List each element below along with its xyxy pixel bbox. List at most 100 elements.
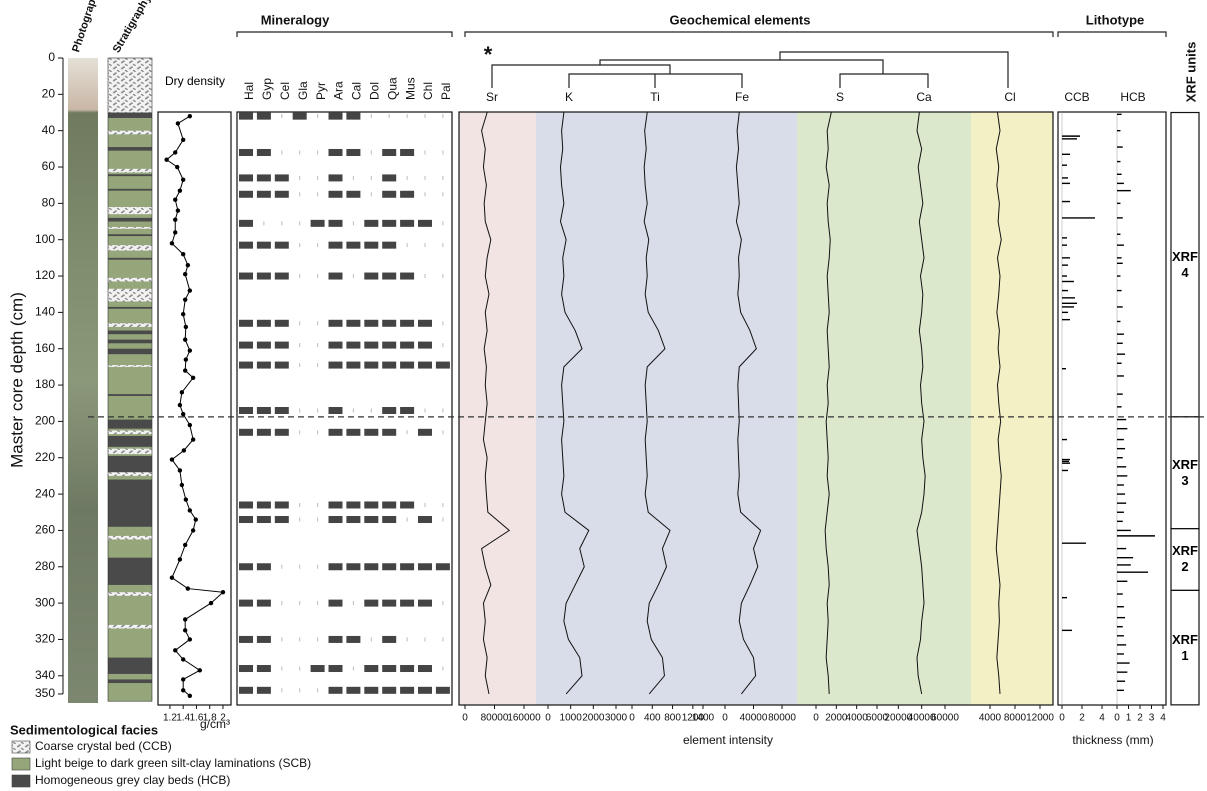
element-label: Ca — [916, 90, 932, 104]
density-point — [208, 600, 214, 606]
legend-swatch — [11, 774, 31, 788]
facies-interval — [108, 257, 152, 260]
density-point — [169, 575, 175, 580]
mineral-present — [310, 219, 325, 227]
mineral-present — [346, 563, 361, 571]
facies-interval — [108, 679, 152, 684]
legend-label: Homogeneous grey clay beds (HCB) — [35, 773, 230, 787]
x-tick-label: 2000 — [825, 713, 848, 724]
density-point — [187, 348, 193, 353]
facies-interval — [108, 188, 152, 191]
mineral-present — [328, 665, 343, 673]
mineral-present — [274, 428, 289, 436]
mineral-present — [256, 361, 271, 369]
mineral-present — [364, 599, 379, 607]
column-label: Stratigraphy — [111, 0, 154, 55]
mineral-label: Pyr — [314, 82, 328, 100]
legend-swatch — [11, 740, 31, 754]
mineral-present — [382, 341, 397, 349]
mineral-present — [346, 112, 361, 120]
panel-title: Geochemical elements — [670, 12, 811, 27]
facies-interval — [108, 168, 152, 173]
mineral-present — [239, 361, 253, 369]
facies-interval — [108, 245, 152, 251]
density-point — [197, 668, 202, 673]
x-tick-label: 4000 — [846, 713, 869, 724]
x-tick-label: 8000 — [1004, 713, 1027, 724]
mineral-present — [400, 190, 415, 198]
mineral-present — [400, 148, 415, 156]
mineral-present — [239, 501, 253, 509]
mineral-present — [239, 112, 253, 120]
density-point — [179, 482, 185, 488]
density-point — [182, 628, 188, 633]
x-tick-label: 0 — [629, 713, 635, 724]
mineral-present — [239, 190, 253, 198]
mineral-present — [400, 501, 415, 509]
mineral-present — [400, 361, 415, 369]
mineral-present — [346, 686, 361, 694]
mineral-present — [328, 361, 343, 369]
mineral-present — [256, 665, 271, 673]
xrf-unit — [1170, 589, 1200, 706]
mineral-present — [382, 190, 397, 198]
facies-interval — [108, 323, 152, 327]
x-tick-label: 1.4 — [176, 713, 190, 724]
facies-interval — [108, 624, 152, 629]
x-tick-label: 1400 — [692, 713, 715, 724]
mineral-present — [274, 190, 289, 198]
x-tick-label: 0 — [1114, 713, 1120, 724]
mineral-present — [328, 319, 343, 327]
band — [797, 112, 971, 705]
mineral-present — [274, 241, 289, 249]
mineral-present — [382, 219, 397, 227]
mineral-present — [346, 190, 361, 198]
mineral-present — [239, 148, 253, 156]
mineral-label: Ara — [332, 81, 346, 100]
density-point — [177, 557, 183, 562]
mineral-present — [256, 190, 271, 198]
density-point — [182, 337, 188, 342]
density-point — [193, 517, 198, 522]
y-tick-label: 350 — [35, 686, 55, 700]
facies-interval — [108, 472, 152, 476]
facies-interval — [108, 174, 152, 177]
facies-interval — [108, 455, 152, 473]
legend-title: Sedimentological facies — [10, 722, 158, 737]
mineral-present — [400, 665, 415, 673]
band — [971, 112, 1053, 705]
density-point — [175, 121, 181, 126]
legend-label: Coarse crystal bed (CCB) — [35, 739, 172, 753]
mineral-present — [328, 635, 343, 643]
density-point — [173, 230, 178, 235]
element-label: Cl — [1004, 90, 1015, 104]
mineral-present — [364, 241, 379, 249]
x-axis-title: g/cm³ — [200, 717, 230, 731]
panel-title: Dry density — [164, 74, 226, 88]
density-point — [190, 437, 196, 442]
mineral-present — [274, 361, 289, 369]
y-tick-label: 0 — [48, 50, 55, 64]
density-point — [173, 197, 178, 202]
lithotype-label: HCB — [1120, 90, 1145, 104]
legend-swatch — [11, 757, 31, 771]
x-tick-label: 4 — [1160, 713, 1166, 724]
facies-interval — [108, 217, 152, 222]
density-point — [183, 324, 189, 330]
mineral-present — [400, 686, 415, 694]
lithotype-label: CCB — [1064, 90, 1089, 104]
facies-interval — [108, 130, 152, 135]
mineral-present — [346, 148, 361, 156]
density-point — [190, 528, 196, 533]
mineral-present — [328, 686, 343, 694]
mineral-present — [328, 428, 343, 436]
column-label: Photograph — [70, 0, 101, 54]
element-label: S — [836, 90, 844, 104]
density-point — [179, 390, 185, 395]
mineral-present — [274, 516, 289, 524]
x-tick-label: 1200 — [682, 713, 705, 724]
mineral-present — [256, 148, 271, 156]
facies-interval — [108, 234, 152, 237]
mineral-present — [310, 665, 325, 673]
